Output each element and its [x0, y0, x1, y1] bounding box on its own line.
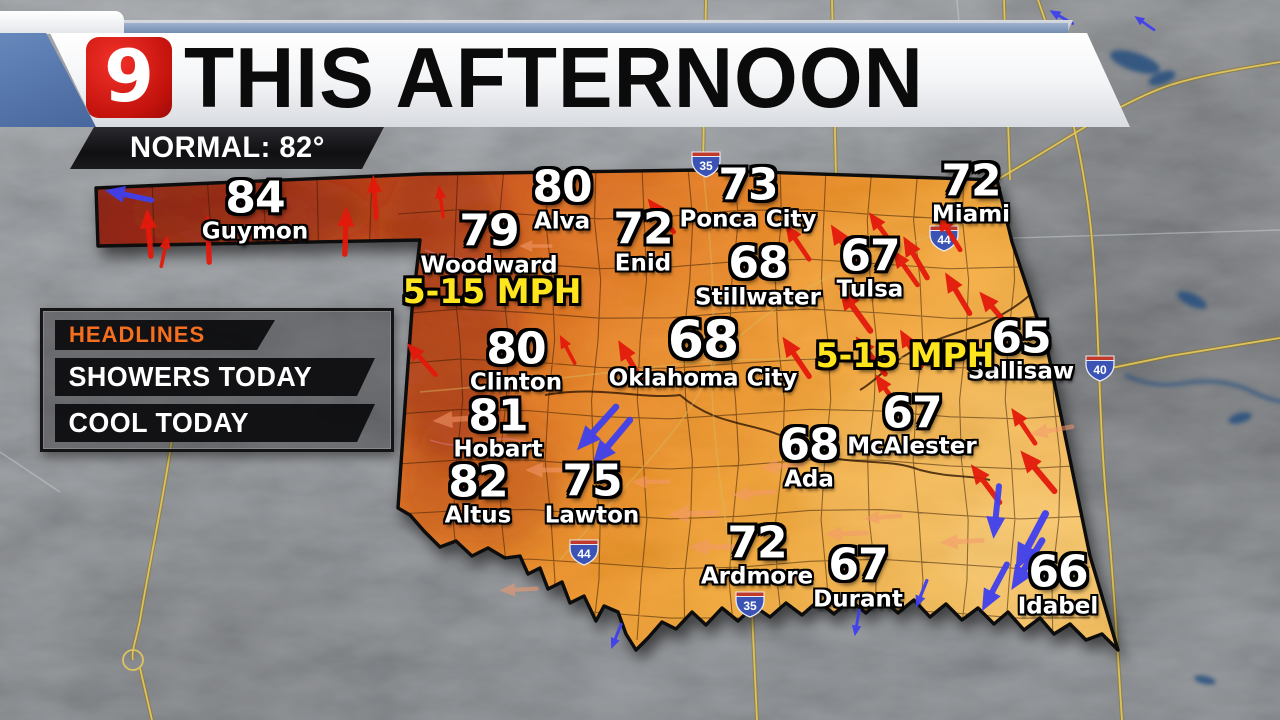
- wind-arrow: [366, 175, 382, 220]
- wind-arrow: [893, 250, 920, 288]
- wind-arrow: [199, 214, 217, 265]
- wind-arrow: [875, 374, 902, 412]
- news9-logo: 9: [86, 37, 172, 118]
- headlines-title: HEADLINES: [69, 322, 206, 347]
- wind-arrow: [899, 329, 924, 369]
- header-blue-stripe: [118, 23, 1068, 34]
- wind-arrow: [785, 224, 812, 262]
- wind-arrow: [945, 272, 973, 317]
- wind-arrow: [525, 462, 570, 478]
- wind-arrow: [493, 328, 538, 344]
- wind-arrow: [159, 235, 171, 269]
- highway-shield: 44: [569, 539, 599, 566]
- wind-arrow: [647, 198, 677, 235]
- headline-item: SHOWERS TODAY: [55, 358, 375, 396]
- wind-arrow: [104, 185, 155, 203]
- wind-arrow: [1020, 450, 1058, 495]
- highway-shield: 40: [1085, 355, 1115, 382]
- wind-arrow: [668, 505, 719, 523]
- wind-arrow: [434, 185, 447, 219]
- wind-arrows: [104, 10, 1156, 649]
- wind-arrow: [406, 343, 438, 377]
- wind-arrow: [576, 403, 620, 451]
- wind-arrow: [782, 336, 812, 380]
- wind-arrow: [839, 287, 874, 334]
- wind-arrow: [732, 486, 777, 502]
- wind-arrow: [760, 459, 805, 475]
- highway-shield: 35: [691, 151, 721, 178]
- wind-arrow: [688, 538, 739, 556]
- header-banner: 9 THIS AFTERNOON: [50, 31, 1130, 127]
- wind-arrow: [940, 534, 985, 550]
- in-state-roads: [419, 170, 1049, 613]
- wind-arrow: [915, 578, 929, 608]
- wind-arrow: [986, 483, 1006, 539]
- wind-arrow: [519, 240, 553, 252]
- wind-arrow: [559, 335, 577, 365]
- county-lines: [151, 170, 1091, 641]
- west-rivers: [424, 249, 536, 447]
- normal-temp-text: NORMAL: 82°: [129, 131, 325, 164]
- wind-arrow: [824, 526, 869, 542]
- wind-arrow: [979, 291, 1013, 331]
- highway-shield: 35: [735, 591, 765, 618]
- wind-arrow: [499, 583, 539, 597]
- wind-arrow: [1134, 16, 1156, 32]
- wind-arrow: [592, 416, 634, 465]
- news9-logo-digit: 9: [103, 33, 155, 118]
- wind-arrow: [937, 213, 963, 253]
- headlines-box: HEADLINES SHOWERS TODAY COOL TODAY: [40, 308, 394, 452]
- headline-item: COOL TODAY: [55, 404, 375, 442]
- wind-arrow: [631, 475, 671, 489]
- wind-arrow: [337, 206, 355, 257]
- headline-item-text: COOL TODAY: [68, 407, 250, 438]
- wind-arrow: [1015, 510, 1050, 570]
- wind-arrow: [851, 608, 862, 637]
- wind-arrow: [868, 212, 897, 249]
- highway-number: 40: [1093, 363, 1107, 377]
- highway-number: 35: [699, 159, 713, 173]
- highway-number: 35: [743, 599, 757, 613]
- header-left-tab: [0, 11, 124, 34]
- wind-arrow: [1011, 408, 1038, 446]
- wind-arrow: [610, 622, 623, 649]
- highway-number: 44: [937, 233, 951, 247]
- wind-arrow: [903, 236, 930, 281]
- highway-number: 44: [577, 547, 591, 561]
- wind-arrow: [855, 336, 888, 377]
- wind-arrow: [863, 510, 903, 525]
- wind-arrow: [432, 411, 483, 429]
- wind-arrow: [1030, 423, 1075, 439]
- normal-temp-badge: NORMAL: 82°: [70, 127, 384, 169]
- wind-arrow: [830, 224, 859, 268]
- wind-arrow: [981, 561, 1010, 612]
- wind-arrow: [1011, 537, 1046, 590]
- wind-arrow: [140, 208, 158, 259]
- page-title: THIS AFTERNOON: [184, 31, 924, 126]
- wind-arrow: [551, 513, 591, 527]
- wind-arrow: [618, 340, 645, 385]
- headline-item-text: SHOWERS TODAY: [68, 361, 313, 392]
- headlines-title-bar: HEADLINES: [55, 320, 275, 350]
